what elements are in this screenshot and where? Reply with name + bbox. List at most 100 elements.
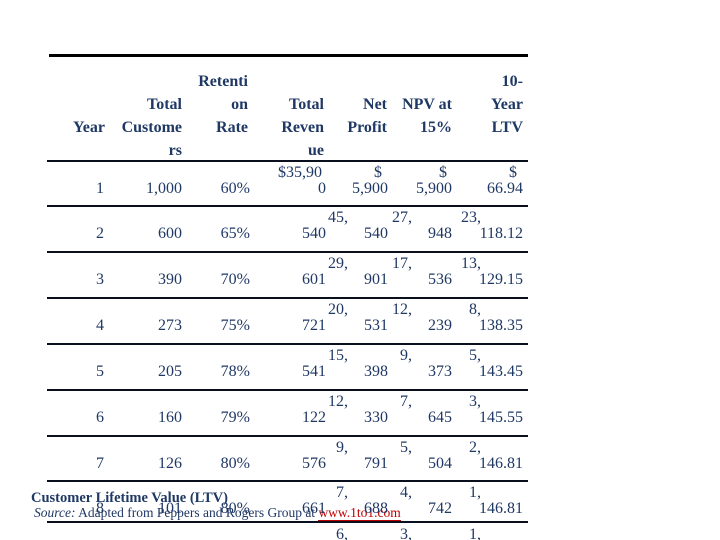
cell-net-profit-top: $ (374, 164, 382, 181)
cell-revenue: 540 (302, 225, 326, 242)
cell-npv-top: 27, (392, 209, 412, 226)
header-line: Custome (121, 119, 182, 136)
cell-ltv-top: 1, (469, 526, 481, 540)
header-total-revenue: Total Reven ue (281, 93, 324, 162)
cell-net-profit-top: 15, (328, 347, 348, 364)
cell-npv-top: 9, (400, 347, 412, 364)
source-text: Adapted from Peppers and Rogers Group at (75, 505, 319, 520)
header-line: Total (147, 96, 182, 113)
cell-retention-rate: 75% (220, 317, 250, 334)
header-year: Year (73, 116, 105, 139)
cell-revenue: 576 (302, 455, 326, 472)
cell-net-profit-top: 9, (336, 439, 348, 456)
cell-revenue: 122 (302, 409, 326, 426)
header-line: Rate (216, 119, 248, 136)
cell-retention-rate: 80% (220, 455, 250, 472)
table-row: 4 273 75% 721 20, 531 12, 239 8, 138.35 (0, 298, 720, 343)
cell-retention-rate: 65% (220, 225, 250, 242)
cell-ltv: 146.81 (479, 500, 523, 517)
cell-npv: 239 (428, 317, 452, 334)
table-bottom-rule (47, 521, 528, 523)
header-line: 15% (420, 119, 452, 136)
cell-ltv: 143.45 (479, 363, 523, 380)
cell-revenue: 0 (318, 180, 326, 197)
cell-ltv-top: 3, (469, 393, 481, 410)
header-line: 10- (501, 73, 523, 90)
table-rule (47, 297, 528, 299)
header-line: NPV at (402, 96, 452, 113)
cell-year: 4 (96, 317, 104, 334)
cell-net-profit: 791 (364, 455, 388, 472)
table-rule (47, 343, 528, 345)
cell-npv: 645 (428, 409, 452, 426)
cell-revenue: 721 (302, 317, 326, 334)
header-line: on (231, 96, 248, 113)
cell-npv-top: 5, (400, 439, 412, 456)
table-rule (47, 389, 528, 391)
header-10-year-ltv: 10- Year LTV (491, 70, 523, 139)
header-npv-at-15: NPV at 15% (402, 93, 452, 139)
table-row: 8 101 80% 661 7, 688 4, 742 1, 146.81 (0, 481, 720, 526)
cell-net-profit-top: 20, (328, 301, 348, 318)
cell-npv: 536 (428, 271, 452, 288)
cell-net-profit: 398 (364, 363, 388, 380)
footer-title: Customer Lifetime Value (LTV) (31, 490, 228, 506)
header-line: Net (363, 96, 387, 113)
cell-revenue: 661 (302, 500, 326, 517)
cell-ltv: 138.35 (479, 317, 523, 334)
cell-ltv-top: 2, (469, 439, 481, 456)
table-rule (47, 251, 528, 253)
cell-retention-rate: 60% (220, 180, 250, 197)
cell-customers: 390 (158, 271, 182, 288)
cell-net-profit: 901 (364, 271, 388, 288)
header-line: Year (491, 96, 523, 113)
cell-ltv-top: 8, (469, 301, 481, 318)
cell-year: 3 (96, 271, 104, 288)
cell-revenue: 601 (302, 271, 326, 288)
header-line: rs (168, 142, 182, 159)
source-link[interactable]: www.1to1.com (318, 505, 401, 521)
cell-net-profit-top: 29, (328, 255, 348, 272)
table-row: 6, 3, 1, (0, 523, 720, 540)
cell-ltv-top: 13, (461, 255, 481, 272)
cell-net-profit-top: 45, (328, 209, 348, 226)
cell-retention-rate: 78% (220, 363, 250, 380)
cell-ltv: 66.94 (487, 180, 523, 197)
cell-npv: 5,900 (416, 180, 452, 197)
table-rule (47, 435, 528, 437)
table-row: 1 1,000 60% $35,90 0 $ 5,900 $ 5,900 $ 6… (0, 161, 720, 206)
cell-net-profit: 531 (364, 317, 388, 334)
cell-npv: 373 (428, 363, 452, 380)
cell-npv-top: 7, (400, 393, 412, 410)
header-retention-rate: Retenti on Rate (198, 70, 248, 139)
cell-year: 6 (96, 409, 104, 426)
cell-year: 7 (96, 455, 104, 472)
cell-ltv-top: 5, (469, 347, 481, 364)
cell-revenue-top: $35,90 (278, 164, 322, 181)
cell-net-profit-top: 12, (328, 393, 348, 410)
table-row: 6 160 79% 122 12, 330 7, 645 3, 145.55 (0, 390, 720, 435)
cell-ltv-top: $ (509, 164, 517, 181)
cell-customers: 101 (158, 500, 182, 517)
table-rule (47, 205, 528, 207)
cell-net-profit-top: 7, (336, 484, 348, 501)
table-rule (47, 480, 528, 482)
table-row: 2 600 65% 540 45, 540 27, 948 23, 118.12 (0, 206, 720, 251)
cell-net-profit: 688 (364, 500, 388, 517)
cell-ltv-top: 23, (461, 209, 481, 226)
table-row: 5 205 78% 541 15, 398 9, 373 5, 143.45 (0, 344, 720, 389)
cell-customers: 205 (158, 363, 182, 380)
cell-customers: 160 (158, 409, 182, 426)
cell-npv-top: 17, (392, 255, 412, 272)
header-line: LTV (491, 119, 523, 136)
cell-ltv: 146.81 (479, 455, 523, 472)
header-total-customers: Total Custome rs (122, 93, 182, 162)
header-line: Reven (281, 119, 324, 136)
cell-net-profit-top: 6, (336, 526, 348, 540)
cell-npv: 742 (428, 500, 452, 517)
cell-npv-top: $ (439, 164, 447, 181)
cell-net-profit: 540 (364, 225, 388, 242)
cell-npv-top: 12, (392, 301, 412, 318)
cell-year: 1 (96, 180, 104, 197)
cell-net-profit: 330 (364, 409, 388, 426)
